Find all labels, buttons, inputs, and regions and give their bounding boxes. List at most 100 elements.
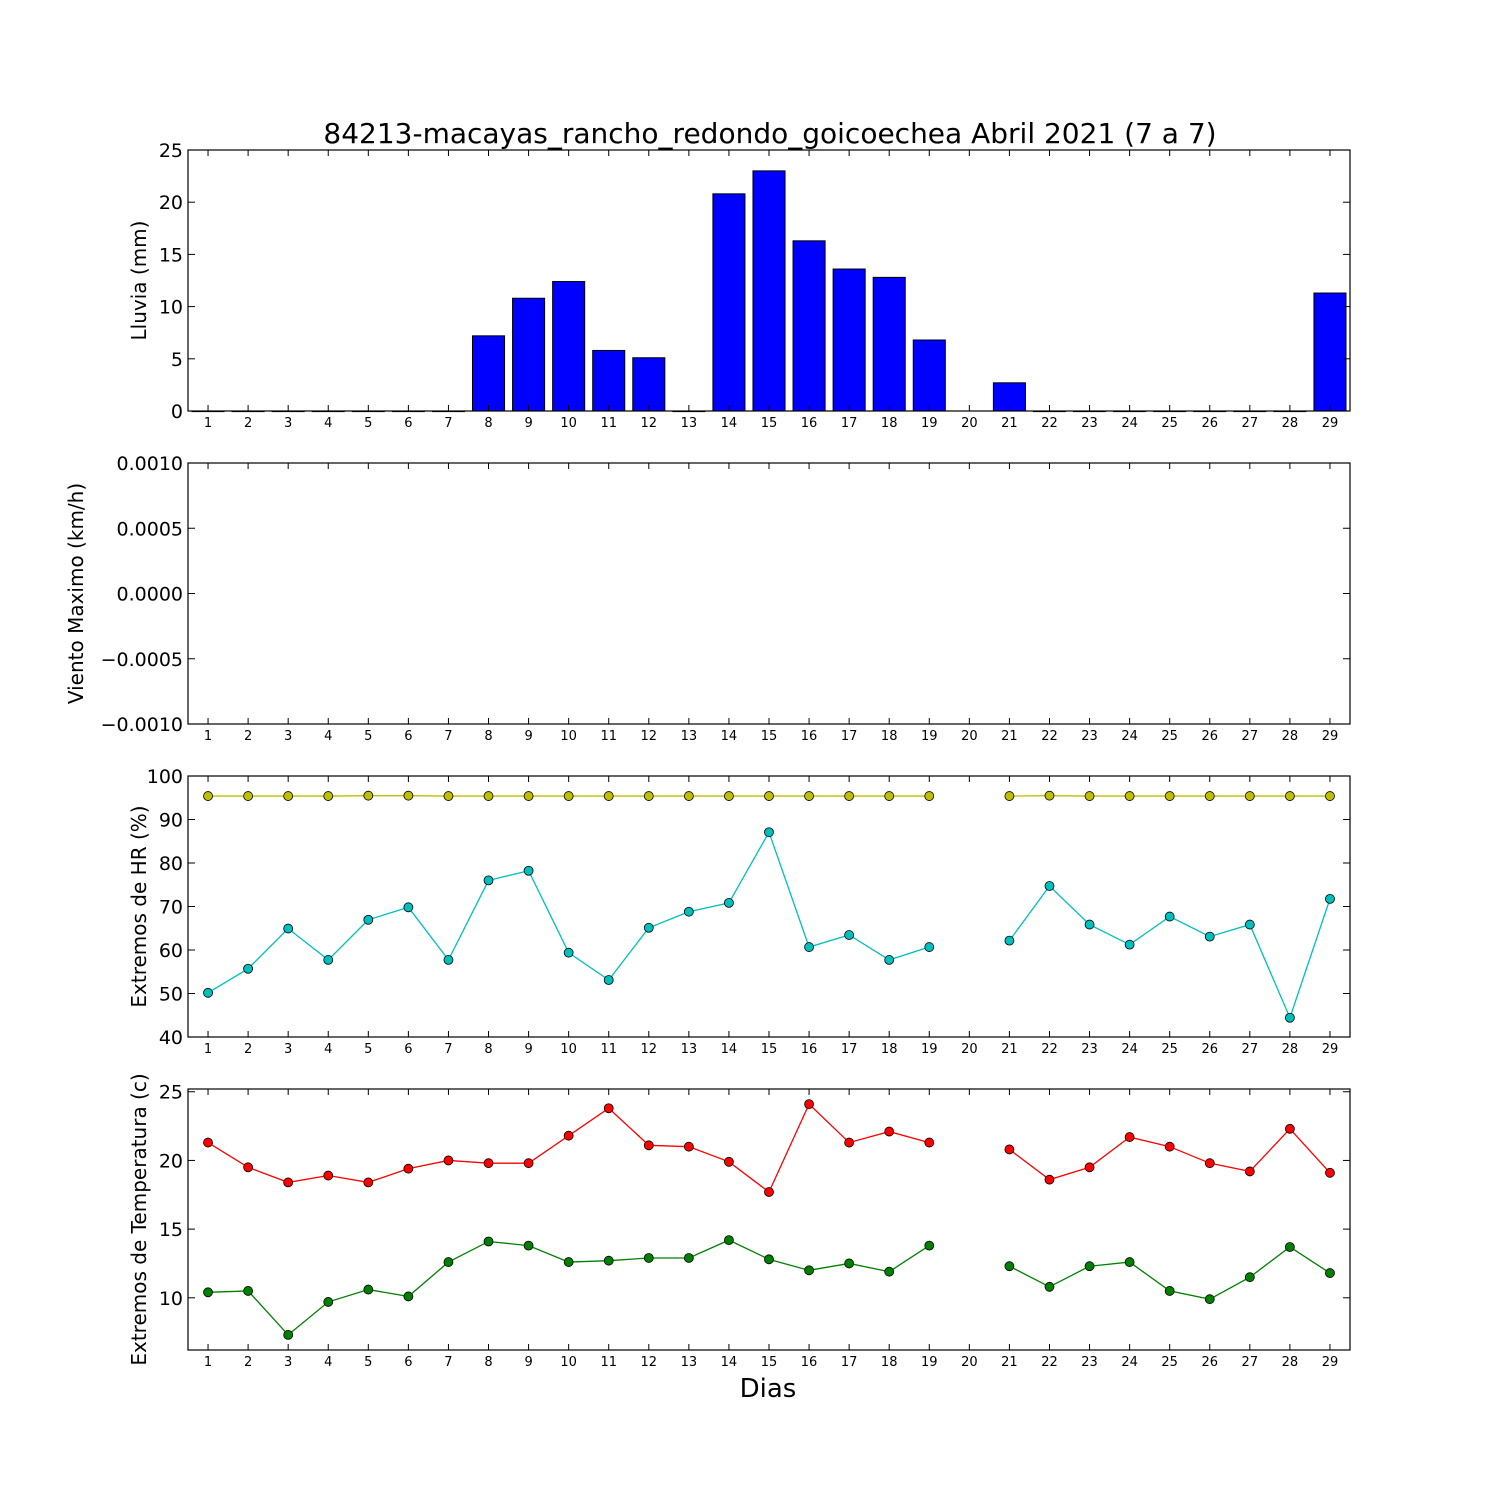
rain-xtick-label: 6 bbox=[404, 416, 412, 431]
humidity-xtick-label: 28 bbox=[1282, 1042, 1299, 1057]
temperature-series-1-point bbox=[403, 1163, 414, 1174]
wind-xtick-label: 18 bbox=[881, 729, 898, 744]
wind-xtick-label: 8 bbox=[484, 729, 492, 744]
humidity-series-1-point bbox=[1004, 791, 1015, 801]
rain-bar bbox=[552, 281, 586, 412]
temperature-series-1-point bbox=[643, 1140, 654, 1151]
temperature-xtick-label: 7 bbox=[444, 1355, 452, 1370]
humidity-y-axis-label: Extremos de HR (%) bbox=[127, 805, 151, 1007]
rain-xtick-label: 18 bbox=[881, 416, 898, 431]
humidity-series-1-point bbox=[1124, 791, 1135, 801]
temperature-xtick-label: 6 bbox=[404, 1355, 412, 1370]
humidity-series-1-point bbox=[1325, 791, 1335, 801]
rain-xtick-label: 28 bbox=[1282, 416, 1299, 431]
rain-ytick-label: 5 bbox=[171, 349, 183, 371]
wind-xtick-label: 17 bbox=[841, 729, 858, 744]
humidity-xtick-label: 23 bbox=[1081, 1042, 1098, 1057]
wind-xtick-label: 7 bbox=[444, 729, 452, 744]
humidity-series-1-point bbox=[1284, 791, 1295, 801]
temperature-xtick-label: 12 bbox=[641, 1355, 658, 1370]
temperature-series-2-point bbox=[1164, 1286, 1175, 1296]
temperature-series-1-line bbox=[1009, 1127, 1331, 1181]
temperature-series-1-line bbox=[207, 1103, 930, 1194]
humidity-ytick-label: 100 bbox=[147, 766, 183, 788]
temperature-xtick-label: 29 bbox=[1322, 1355, 1339, 1370]
humidity-xtick-label: 9 bbox=[524, 1042, 532, 1057]
temperature-series-1-point bbox=[1284, 1123, 1295, 1134]
temperature-xtick-label: 24 bbox=[1121, 1355, 1138, 1370]
temperature-xtick-label: 23 bbox=[1081, 1355, 1098, 1370]
humidity-xtick-label: 13 bbox=[681, 1042, 698, 1057]
wind-ytick-label: −0.0010 bbox=[101, 714, 183, 736]
temperature-series-1-point bbox=[724, 1156, 734, 1167]
humidity-series-1-point bbox=[924, 791, 935, 801]
wind-y-axis-label: Viento Maximo (km/h) bbox=[64, 483, 88, 704]
humidity-xtick-label: 10 bbox=[560, 1042, 577, 1057]
temperature-series-1-point bbox=[1325, 1167, 1335, 1178]
humidity-xtick-label: 20 bbox=[961, 1042, 978, 1057]
temperature-xtick-label: 13 bbox=[681, 1355, 698, 1370]
rain-xtick-label: 29 bbox=[1322, 416, 1339, 431]
rain-ytick-label: 10 bbox=[159, 297, 183, 319]
rain-bar bbox=[632, 357, 666, 412]
humidity-series-1-point bbox=[683, 791, 694, 801]
humidity-series-1-point bbox=[764, 791, 774, 801]
temperature-series-2-point bbox=[243, 1286, 254, 1296]
rain-xtick-label: 22 bbox=[1041, 416, 1058, 431]
temperature-series-2-point bbox=[1124, 1257, 1135, 1267]
temperature-series-1-point bbox=[563, 1130, 574, 1141]
humidity-xtick-label: 17 bbox=[841, 1042, 858, 1057]
temperature-series-2-point bbox=[1284, 1242, 1295, 1252]
rain-y-axis-label: Lluvia (mm) bbox=[127, 221, 151, 341]
temperature-series-1-point bbox=[203, 1137, 213, 1148]
humidity-xtick-label: 11 bbox=[600, 1042, 617, 1057]
humidity-series-1-point bbox=[323, 791, 334, 801]
rain-xtick-label: 2 bbox=[244, 416, 252, 431]
temperature-series-1-point bbox=[243, 1162, 254, 1173]
humidity-series-2-point bbox=[363, 914, 374, 925]
humidity-series-1-point bbox=[363, 790, 374, 801]
temperature-xtick-label: 1 bbox=[204, 1355, 212, 1370]
humidity-xtick-label: 3 bbox=[284, 1042, 292, 1057]
wind-xtick-label: 19 bbox=[921, 729, 938, 744]
wind-xtick-label: 10 bbox=[560, 729, 577, 744]
humidity-series-1-point bbox=[724, 791, 734, 801]
humidity-ytick-label: 60 bbox=[159, 940, 183, 962]
wind-xtick-label: 2 bbox=[244, 729, 252, 744]
temperature-series-1-point bbox=[1244, 1166, 1255, 1177]
humidity-series-2-point bbox=[764, 827, 774, 838]
humidity-series-2-point bbox=[1325, 893, 1335, 904]
temperature-series-2-point bbox=[804, 1265, 814, 1276]
temperature-series-1-point bbox=[683, 1141, 694, 1152]
humidity-series-2-point bbox=[1244, 919, 1255, 930]
rain-xtick-label: 13 bbox=[681, 416, 698, 431]
wind-ytick-label: −0.0005 bbox=[101, 649, 183, 671]
humidity-xtick-label: 14 bbox=[721, 1042, 738, 1057]
rain-bar bbox=[471, 335, 506, 412]
humidity-series-1-point bbox=[1044, 790, 1055, 801]
humidity-ytick-label: 70 bbox=[159, 897, 183, 919]
humidity-series-1-point bbox=[603, 791, 614, 801]
temperature-xtick-label: 22 bbox=[1041, 1355, 1058, 1370]
wind-xtick-label: 22 bbox=[1041, 729, 1058, 744]
humidity-series-2-point bbox=[643, 922, 654, 933]
rain-xtick-label: 11 bbox=[600, 416, 617, 431]
humidity-series-2-point bbox=[523, 865, 534, 876]
rain-bar bbox=[752, 170, 786, 412]
rain-ytick-label: 25 bbox=[159, 140, 183, 162]
humidity-xtick-label: 26 bbox=[1201, 1042, 1218, 1057]
humidity-xtick-label: 5 bbox=[364, 1042, 372, 1057]
humidity-series-1-point bbox=[283, 791, 294, 801]
humidity-series-1-point bbox=[1164, 791, 1175, 801]
rain-ytick-label: 0 bbox=[171, 401, 183, 423]
wind-xtick-label: 29 bbox=[1322, 729, 1339, 744]
temperature-series-2-point bbox=[764, 1254, 774, 1265]
humidity-xtick-label: 19 bbox=[921, 1042, 938, 1057]
rain-bar bbox=[592, 349, 626, 412]
wind-xtick-label: 15 bbox=[761, 729, 778, 744]
rain-bar bbox=[832, 268, 866, 412]
wind-xtick-label: 27 bbox=[1242, 729, 1259, 744]
temperature-series-1-point bbox=[483, 1158, 494, 1169]
chart-title: 84213-macayas_rancho_redondo_goicoechea … bbox=[323, 117, 1216, 150]
